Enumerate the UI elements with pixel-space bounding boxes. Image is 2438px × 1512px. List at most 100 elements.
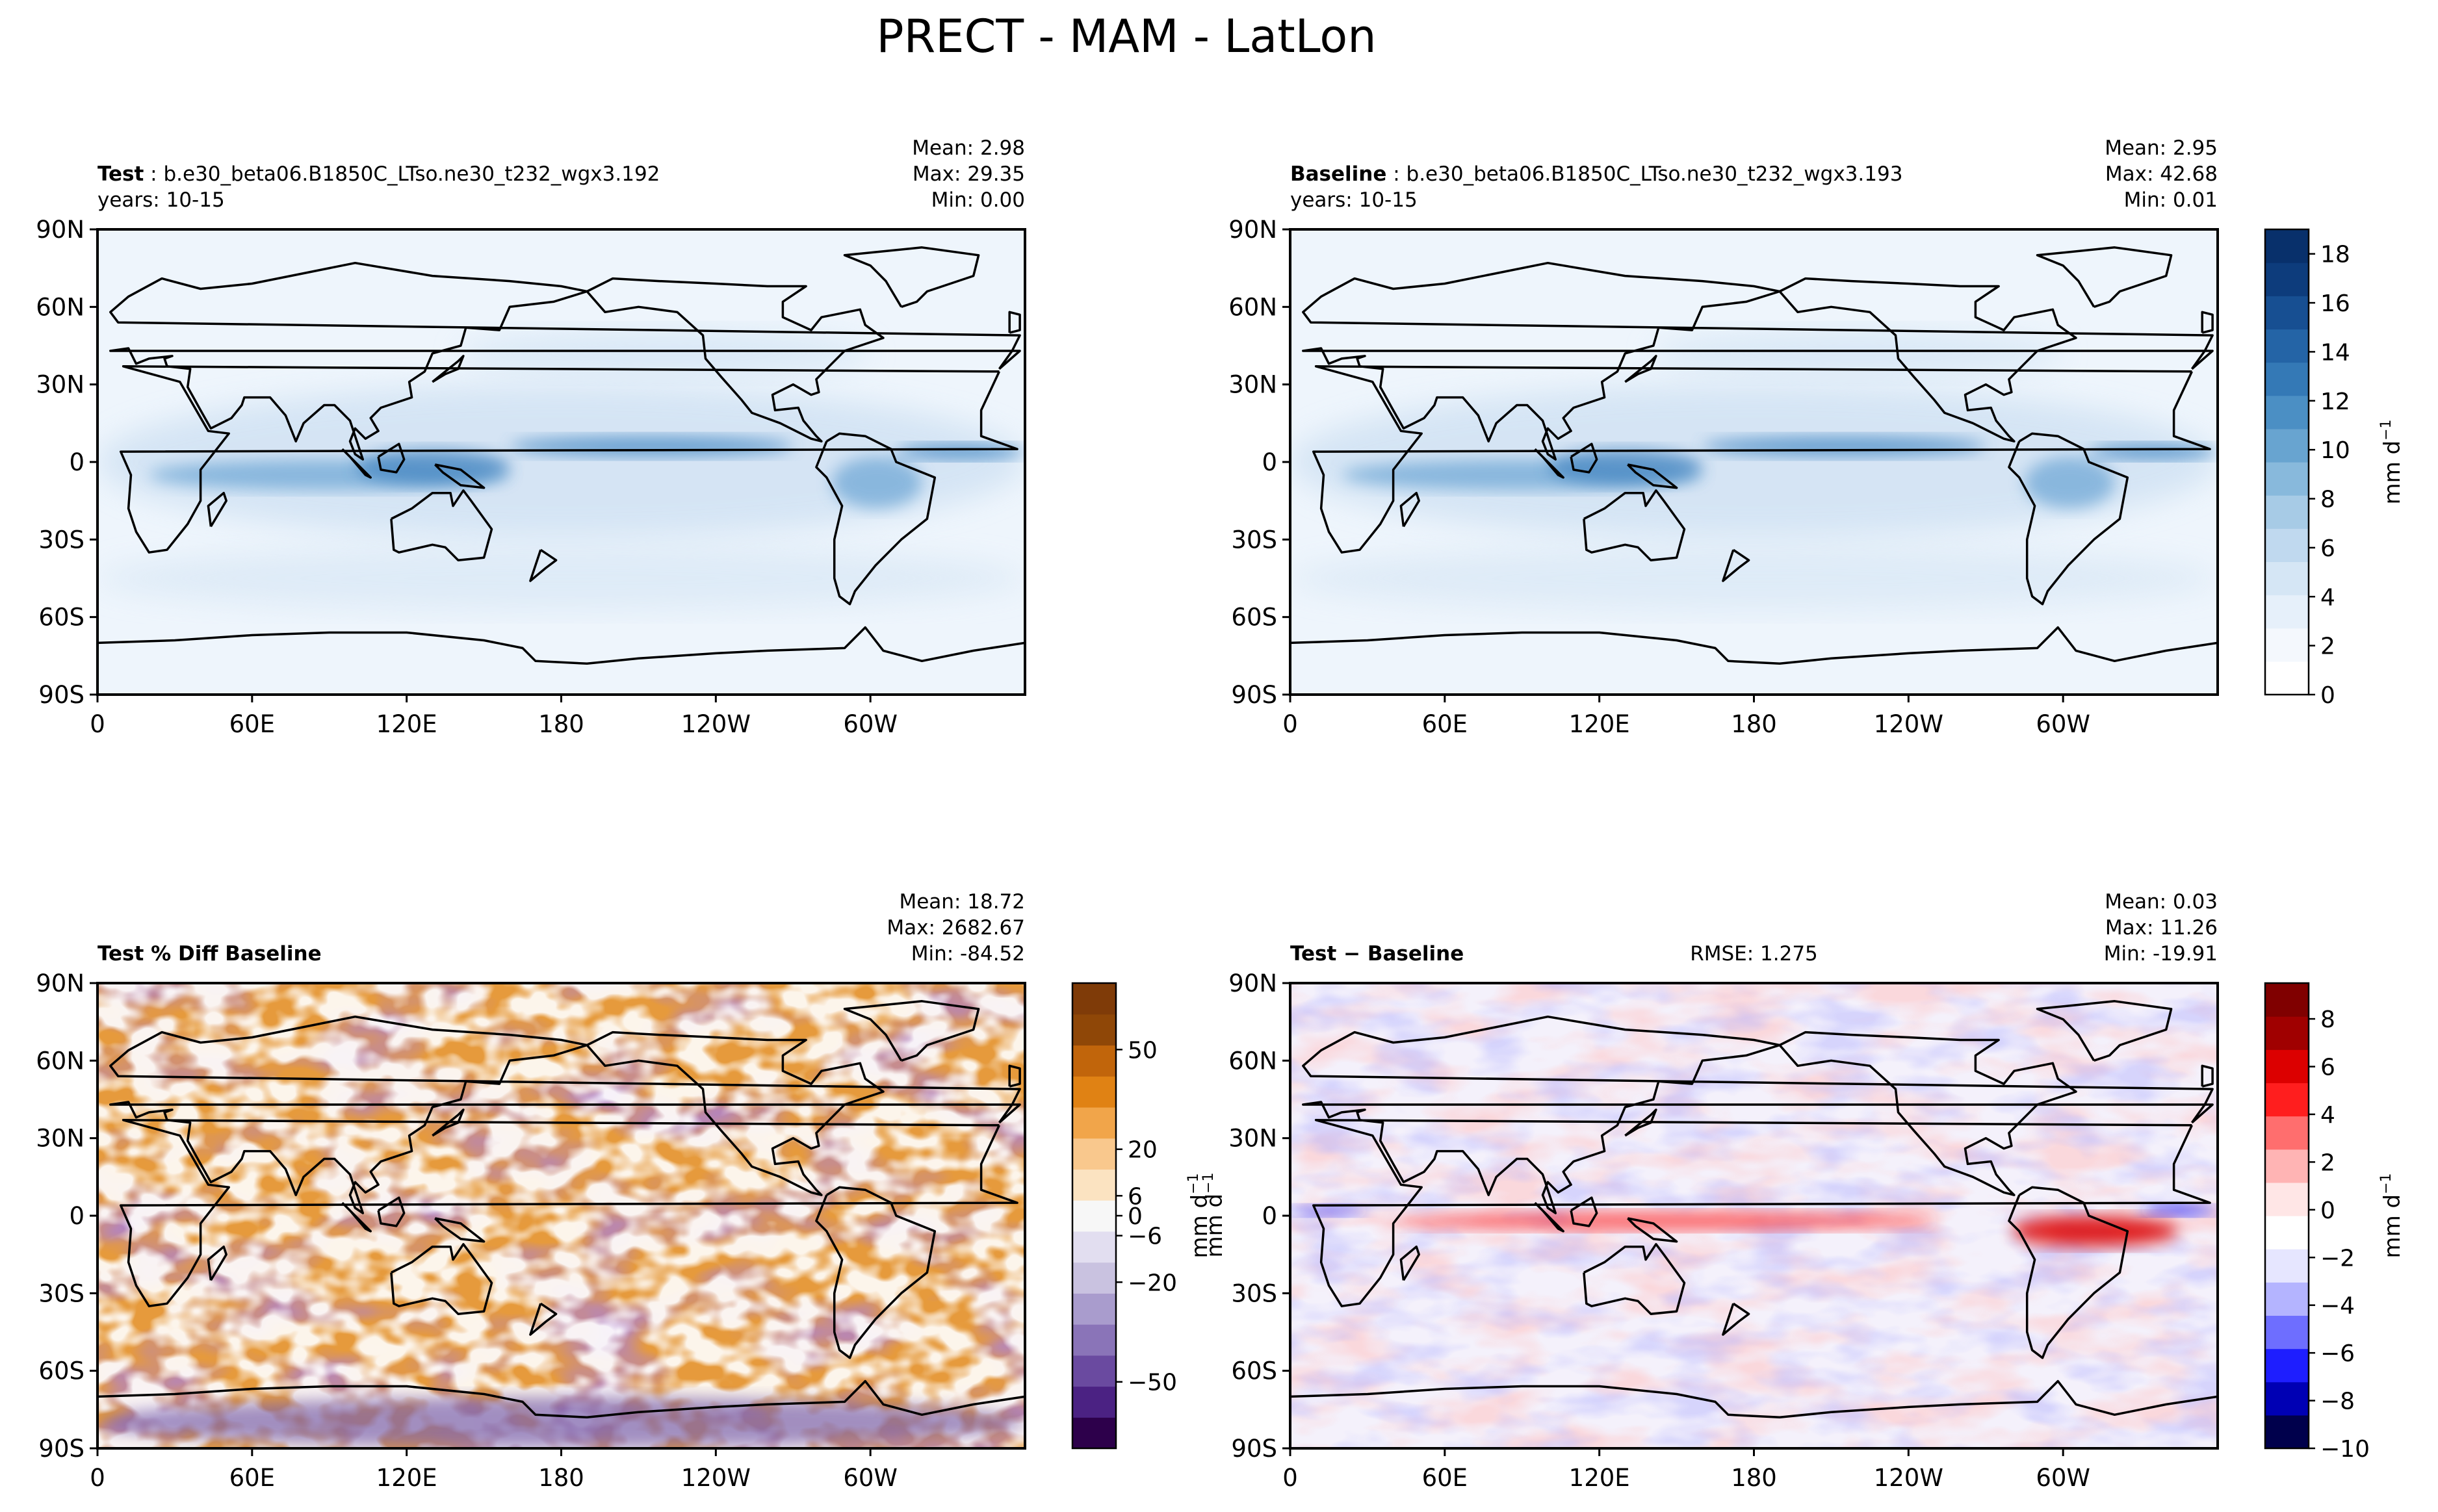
coastline-11 xyxy=(1624,1108,1657,1137)
colorbar-segment xyxy=(2265,1348,2309,1383)
panel-title: Test : b.e30_beta06.B1850C_LTso.ne30_t23… xyxy=(97,162,660,186)
storm-track-north xyxy=(458,330,871,377)
coastline-13 xyxy=(1722,1302,1750,1336)
x-tick-label: 60W xyxy=(843,1464,898,1492)
itcz-atlantic xyxy=(2088,444,2218,460)
x-tick-label: 60E xyxy=(229,1464,275,1492)
coastline-11 xyxy=(1624,355,1657,383)
colorbar-segment xyxy=(2265,1249,2309,1283)
coastline-9 xyxy=(341,1201,372,1233)
figure-title: PRECT - MAM - LatLon xyxy=(876,10,1376,63)
coastline-3 xyxy=(2036,1000,2173,1062)
colorbar-segment xyxy=(2265,1381,2309,1416)
x-tick-label: 0 xyxy=(1282,1464,1298,1492)
coastline-4 xyxy=(2008,432,2129,606)
colorbar-segment xyxy=(2265,595,2309,629)
colorbar-segment xyxy=(2265,1415,2309,1449)
stat-line: Max: 2682.67 xyxy=(887,916,1025,940)
coastline-9 xyxy=(1534,448,1564,479)
colorbar-baseline: 0 2 4 6 8 10 12 14 16 18 mm d−1 xyxy=(2264,228,2406,709)
stat-line: Mean: 18.72 xyxy=(899,890,1025,914)
storm-track-south xyxy=(1290,546,2218,611)
colorbar-segment xyxy=(2265,1149,2309,1183)
coastline-11 xyxy=(432,355,465,383)
coastline-0 xyxy=(119,365,1018,554)
colorbar-frame xyxy=(2264,228,2310,696)
x-tick-label: 180 xyxy=(538,710,584,738)
y-tick-label: 90N xyxy=(36,969,84,997)
colorbar-tick-label: 8 xyxy=(2320,487,2335,513)
colorbar-segment xyxy=(2265,628,2309,662)
panel-title: Test % Diff Baseline xyxy=(97,942,322,966)
x-tick-label: 60E xyxy=(1422,1464,1468,1492)
colorbar-segment xyxy=(1072,1262,1116,1294)
coastline-3 xyxy=(843,1000,980,1062)
x-tick-label: 180 xyxy=(1731,710,1777,738)
storm-track-south xyxy=(97,546,1025,611)
y-tick-label: 30N xyxy=(36,1125,84,1153)
panel-diff: Test − Baseline RMSE: 1.275 Mean: 0.03Max:… xyxy=(1228,890,2219,1492)
colorbar-tick-label: 16 xyxy=(2320,290,2350,317)
tropics-band xyxy=(1290,384,2218,540)
colorbar-diff: 8 6 4 2 0 −2 −4 −6 −8 −10 mm d−1 xyxy=(2264,982,2406,1463)
colorbar-segment xyxy=(1072,1076,1116,1108)
colorbar-segment xyxy=(1072,1045,1116,1077)
map-area-test xyxy=(97,229,1025,695)
y-tick-label: 90N xyxy=(1228,969,1277,997)
antarctic-band xyxy=(97,1396,1025,1448)
y-tick-label: 60N xyxy=(1228,293,1277,321)
colorbar-segment xyxy=(2265,329,2309,363)
colorbar-segment xyxy=(1072,1200,1116,1232)
colorbar-segment xyxy=(1072,1107,1116,1139)
x-tick-label: 60W xyxy=(843,710,898,738)
map-area-baseline xyxy=(1290,229,2218,695)
x-tick-label: 0 xyxy=(1282,710,1298,738)
panel-subtitle: years: 10-15 xyxy=(97,188,225,212)
coastline-10 xyxy=(1627,463,1678,489)
y-tick-label: 60S xyxy=(38,1357,84,1385)
coastline-5 xyxy=(1583,1243,1686,1315)
colorbar-frame xyxy=(2264,982,2310,1450)
colorbar-segment xyxy=(1072,1355,1116,1387)
y-tick-label: 30N xyxy=(1228,371,1277,399)
coastline-4 xyxy=(815,1186,937,1359)
colorbar-segment xyxy=(2265,395,2309,429)
coastline-1 xyxy=(109,261,1021,461)
coastline-8 xyxy=(377,442,406,474)
colorbar-tick-label: 8 xyxy=(2320,1006,2335,1033)
coastline-10 xyxy=(434,463,486,489)
colorbar-segment xyxy=(1072,983,1116,1015)
coastline-13 xyxy=(529,1302,558,1336)
y-tick-label: 90N xyxy=(36,216,84,244)
colorbar-tick-label: −6 xyxy=(2320,1340,2355,1367)
coastline-7 xyxy=(207,1245,227,1281)
panels: Test : b.e30_beta06.B1850C_LTso.ne30_t23… xyxy=(36,136,2406,1492)
brazil-positive xyxy=(2011,1216,2179,1247)
y-tick-label: 60S xyxy=(1231,604,1277,632)
warm-pool xyxy=(1548,449,1703,485)
colorbar-tick-label: −2 xyxy=(2320,1245,2355,1272)
colorbar-label: mm d−1 xyxy=(2378,419,2406,504)
coastline-8 xyxy=(377,1196,406,1227)
y-tick-label: 90S xyxy=(1231,681,1277,709)
x-tick-label: 60W xyxy=(2036,1464,2090,1492)
coastline-0 xyxy=(119,1119,1018,1307)
panel-title: Test − Baseline xyxy=(1290,942,1464,966)
tropics-band xyxy=(97,384,1025,540)
y-tick-label: 60S xyxy=(1231,1357,1277,1385)
coastline-2 xyxy=(586,277,885,442)
coastline-1 xyxy=(1302,1015,2214,1214)
colorbar-segment xyxy=(2265,528,2309,563)
coastline-10 xyxy=(1627,1217,1678,1243)
field-near-zero xyxy=(97,983,1025,1448)
itcz-pacific xyxy=(510,436,794,457)
coastline-1 xyxy=(1302,261,2214,461)
tropical-positive xyxy=(1393,1212,1934,1230)
colorbar-pctdiff: 50 20 60−6 −20 −50 mm d−1 xyxy=(1071,982,1213,1450)
colorbar-segment xyxy=(2265,296,2309,330)
coastline-12 xyxy=(1008,311,1021,334)
x-tick-label: 180 xyxy=(1731,1464,1777,1492)
colorbar-segment xyxy=(2265,1116,2309,1150)
colorbar-tick-label: −4 xyxy=(2320,1293,2355,1320)
